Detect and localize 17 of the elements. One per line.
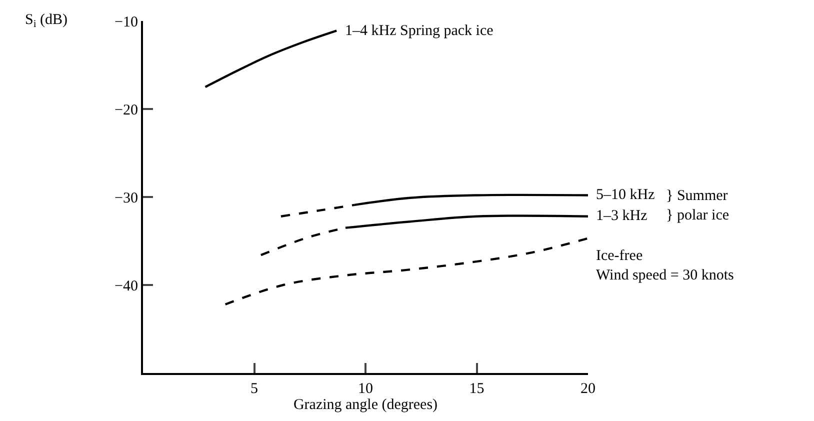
y-tick-label: −30 [114, 190, 138, 206]
line-series [204, 30, 338, 88]
y-tick-label: −40 [114, 278, 138, 294]
text: } Summer } polar ice [666, 188, 730, 224]
x-axis-title: Grazing angle (degrees) [293, 397, 438, 413]
x-tick-label: 5 [250, 381, 258, 397]
series-label: Ice-free Wind speed = 30 knots [596, 248, 734, 284]
series-label: 1–3 kHz [596, 208, 648, 224]
series-label: 5–10 kHz [596, 187, 656, 203]
y-tick-label: −20 [114, 102, 138, 118]
x-tick-label: 15 [469, 381, 484, 397]
y-axis-title: S$_{i}$ (dB) [25, 12, 68, 30]
x-tick-label: 20 [580, 381, 596, 397]
y-tick-label: −10 [114, 14, 138, 30]
line-series [224, 237, 588, 306]
series-label: 1–4 kHz Spring pack ice [345, 23, 494, 39]
x-tick-label: 10 [358, 381, 373, 397]
